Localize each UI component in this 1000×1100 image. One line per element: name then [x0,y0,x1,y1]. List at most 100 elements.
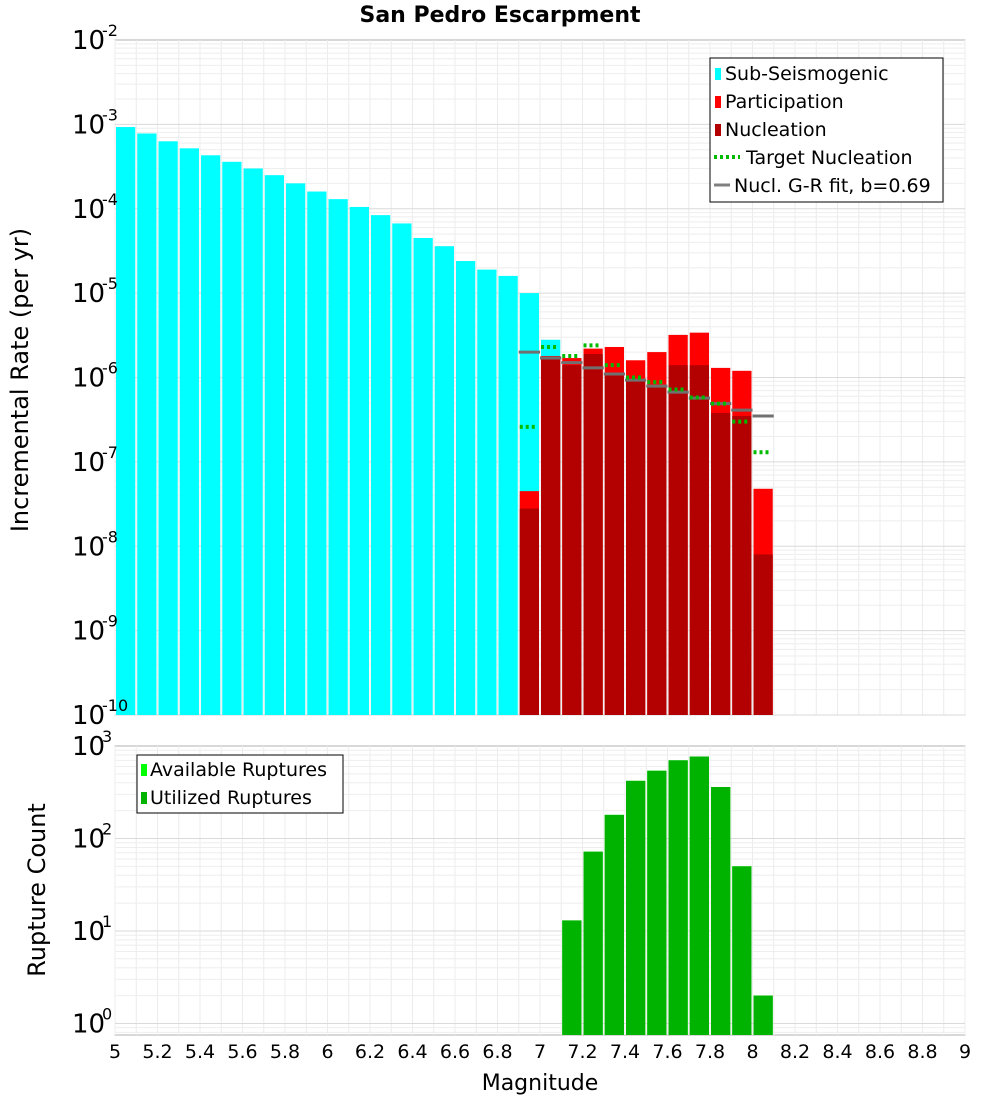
x-tick-label: 8.8 [907,1041,937,1063]
x-tick-label: 5.2 [142,1041,172,1063]
y-tick-label: 10 [72,448,105,478]
x-tick-label: 6.4 [397,1041,427,1063]
x-tick-label: 5.8 [270,1041,300,1063]
utilized-ruptures-bar [562,920,582,1035]
sub-seismogenic-bar [307,191,327,716]
x-tick-label: 5.4 [185,1041,215,1063]
x-tick-label: 8.6 [865,1041,895,1063]
y-tick-label: 10 [72,732,105,762]
legend-swatch-participation [715,96,721,108]
y-tick-exponent: -3 [102,105,118,124]
y-tick-exponent: -10 [102,696,128,715]
legend-swatch-available-ruptures [141,764,147,776]
utilized-ruptures-bar [604,814,624,1035]
chart-title: San Pedro Escarpment [359,3,641,28]
utilized-ruptures-bar [732,866,752,1035]
y-tick-label: 10 [72,824,105,854]
x-tick-label: 6 [321,1041,333,1063]
x-tick-label: 7.2 [567,1041,597,1063]
y-tick-exponent: -9 [102,612,118,631]
y-tick-exponent: -7 [102,443,118,462]
y-tick-label: 10 [72,617,105,647]
x-tick-label: 7.6 [652,1041,682,1063]
bottom-legend: Available Ruptures Utilized Ruptures [136,754,344,814]
utilized-ruptures-bar [668,760,688,1035]
sub-seismogenic-bar [328,199,348,715]
y-tick-exponent: 3 [102,727,112,746]
x-tick-label: 6.2 [355,1041,385,1063]
y-tick-label: 10 [72,279,105,309]
legend-label-participation: Participation [725,91,844,113]
sub-seismogenic-bar [392,223,412,716]
nucleation-bar [647,385,667,715]
legend-swatch-utilized-ruptures [141,792,147,804]
legend-swatch-nucleation [715,124,721,136]
nucleation-bar [519,508,539,715]
x-tick-labels: 5 5.2 5.4 5.6 5.8 6 6.2 6.4 6.6 6.8 7 7.2 7.4 7.6 7.8 8… [109,1041,971,1063]
y-tick-label: 10 [72,195,105,225]
y-tick-label: 10 [72,701,105,731]
y-tick-label: 10 [72,110,105,140]
y-tick-label: 10 [72,26,105,56]
nucleation-bar [541,358,561,715]
nucleation-bar [689,365,709,715]
legend-label-sub-seismogenic: Sub-Seismogenic [725,63,889,85]
legend-label-target-nucleation: Target Nucleation [745,147,913,169]
x-tick-label: 6.8 [482,1041,512,1063]
utilized-ruptures-bar [711,787,731,1035]
x-tick-label: 5.6 [227,1041,257,1063]
sub-seismogenic-bar [116,127,136,716]
sub-seismogenic-bar [286,183,306,716]
bottom-y-axis-label: Rupture Count [23,803,51,977]
x-tick-label: 7.8 [695,1041,725,1063]
sub-seismogenic-bar [434,246,454,715]
legend-swatch-sub-seismogenic [715,68,721,80]
sub-seismogenic-bar [498,275,518,715]
y-tick-label: 10 [72,917,105,947]
utilized-ruptures-bar [753,995,773,1035]
y-tick-exponent: -2 [102,21,118,40]
x-tick-label: 6.6 [440,1041,470,1063]
legend-label-nucleation: Nucleation [725,119,827,141]
sub-seismogenic-bar [222,161,242,715]
nucleation-bar [626,381,646,715]
y-tick-exponent: -4 [102,190,118,209]
nucleation-bar [668,365,688,715]
x-tick-label: 7 [534,1041,546,1063]
legend-label-gr-fit: Nucl. G-R fit, b=0.69 [734,175,931,197]
x-tick-label: 9 [959,1041,971,1063]
sub-seismogenic-bar [349,206,369,715]
y-tick-label: 10 [72,364,105,394]
sub-seismogenic-bar [179,148,199,715]
y-tick-exponent: -8 [102,527,118,546]
utilized-ruptures-bar [689,756,709,1035]
top-legend: Sub-Seismogenic Participation Nucleation… [709,57,944,203]
x-axis-label: Magnitude [482,1071,599,1096]
sub-seismogenic-bar [477,269,497,715]
top-bars [116,127,773,716]
nucleation-bar [583,353,603,715]
sub-seismogenic-bar [201,155,221,716]
y-tick-exponent: -5 [102,274,118,293]
legend-label-available-ruptures: Available Ruptures [150,759,327,781]
x-tick-label: 8.2 [780,1041,810,1063]
y-tick-exponent: 1 [102,912,112,931]
top-y-ticks: 10-210-310-410-510-610-710-810-910-10 [72,21,128,731]
bottom-bars [562,756,773,1035]
x-tick-label: 8 [746,1041,758,1063]
y-tick-exponent: 0 [102,1004,112,1023]
utilized-ruptures-bar [647,770,667,1035]
y-tick-exponent: -6 [102,359,118,378]
utilized-ruptures-bar [626,780,646,1035]
top-lines [518,343,774,455]
nucleation-bar [604,374,624,715]
sub-seismogenic-bar [264,175,284,715]
top-y-axis-label: Incremental Rate (per yr) [6,228,34,532]
sub-seismogenic-bar [413,238,433,715]
nucleation-bar [732,415,752,715]
y-tick-exponent: 2 [102,819,112,838]
x-tick-label: 8.4 [822,1041,852,1063]
